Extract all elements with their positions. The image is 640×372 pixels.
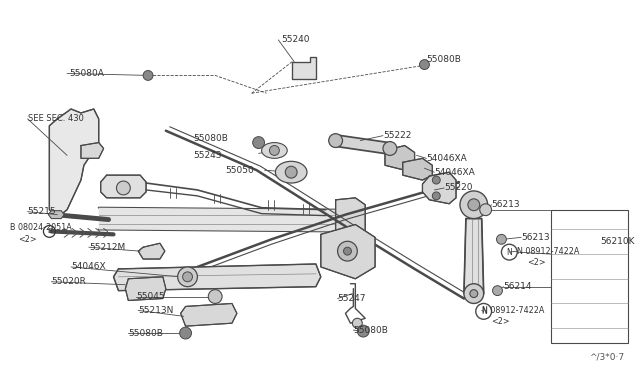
Circle shape	[285, 166, 297, 178]
Text: 56214: 56214	[504, 282, 532, 291]
Text: <2>: <2>	[492, 317, 510, 326]
Text: N: N	[506, 248, 512, 257]
Circle shape	[344, 247, 351, 255]
Text: 55212M: 55212M	[89, 243, 125, 252]
Text: 55222: 55222	[383, 131, 412, 140]
Polygon shape	[138, 243, 165, 259]
Circle shape	[253, 137, 264, 148]
Circle shape	[337, 241, 357, 261]
Circle shape	[468, 199, 480, 211]
Text: 54046XA: 54046XA	[435, 168, 475, 177]
Polygon shape	[403, 158, 433, 180]
Polygon shape	[49, 109, 99, 218]
Text: 54046X: 54046X	[71, 262, 106, 272]
Text: <2>: <2>	[527, 259, 546, 267]
Polygon shape	[385, 145, 415, 170]
Polygon shape	[321, 224, 375, 279]
Text: 55045: 55045	[136, 292, 165, 301]
Circle shape	[180, 327, 191, 339]
Circle shape	[433, 176, 440, 184]
Text: 55080A: 55080A	[69, 69, 104, 78]
Polygon shape	[464, 219, 484, 294]
Text: ^/3*0·7: ^/3*0·7	[589, 353, 624, 362]
Bar	[551, 210, 628, 343]
Text: N 08912-7422A: N 08912-7422A	[482, 306, 544, 315]
Ellipse shape	[275, 161, 307, 183]
Text: 55020R: 55020R	[51, 277, 86, 286]
Circle shape	[433, 192, 440, 200]
Circle shape	[480, 204, 492, 216]
Circle shape	[353, 318, 362, 328]
Circle shape	[419, 60, 429, 70]
Text: 55213N: 55213N	[138, 306, 173, 315]
Circle shape	[208, 290, 222, 304]
Circle shape	[383, 142, 397, 155]
Circle shape	[470, 290, 477, 298]
Text: 55215: 55215	[28, 207, 56, 216]
Polygon shape	[81, 142, 104, 158]
Text: 56210K: 56210K	[600, 237, 635, 246]
Text: N: N	[481, 307, 486, 316]
Text: 54046XA: 54046XA	[426, 154, 467, 163]
Text: 55247: 55247	[337, 294, 366, 303]
Text: 55243: 55243	[193, 151, 222, 160]
Circle shape	[143, 71, 153, 80]
Circle shape	[460, 191, 488, 219]
Polygon shape	[99, 208, 335, 231]
Text: 55050: 55050	[225, 166, 254, 175]
Circle shape	[464, 284, 484, 304]
Circle shape	[116, 181, 131, 195]
Text: 55240: 55240	[282, 35, 310, 44]
Ellipse shape	[262, 142, 287, 158]
Text: 55080B: 55080B	[129, 328, 163, 337]
Text: 55220: 55220	[444, 183, 473, 192]
Text: 56213: 56213	[521, 233, 550, 242]
Circle shape	[329, 134, 342, 148]
Circle shape	[357, 325, 369, 337]
Polygon shape	[335, 198, 365, 244]
Text: 55080B: 55080B	[353, 326, 388, 335]
Text: N 08912-7422A: N 08912-7422A	[517, 247, 580, 256]
Polygon shape	[422, 172, 456, 204]
Circle shape	[182, 272, 193, 282]
Circle shape	[497, 234, 506, 244]
Text: 56213: 56213	[492, 200, 520, 209]
Text: B: B	[47, 228, 52, 234]
Polygon shape	[125, 277, 166, 301]
Circle shape	[493, 286, 502, 296]
Text: B 08024-2051A: B 08024-2051A	[10, 223, 72, 232]
Polygon shape	[113, 264, 321, 291]
Text: 55080B: 55080B	[426, 55, 461, 64]
Text: SEE SEC. 430: SEE SEC. 430	[28, 114, 83, 124]
Polygon shape	[180, 304, 237, 326]
Polygon shape	[292, 57, 316, 79]
Text: 55080B: 55080B	[193, 134, 228, 143]
Polygon shape	[100, 175, 146, 198]
Circle shape	[269, 145, 279, 155]
Circle shape	[178, 267, 197, 287]
Polygon shape	[49, 211, 64, 219]
Text: <2>: <2>	[18, 235, 36, 244]
